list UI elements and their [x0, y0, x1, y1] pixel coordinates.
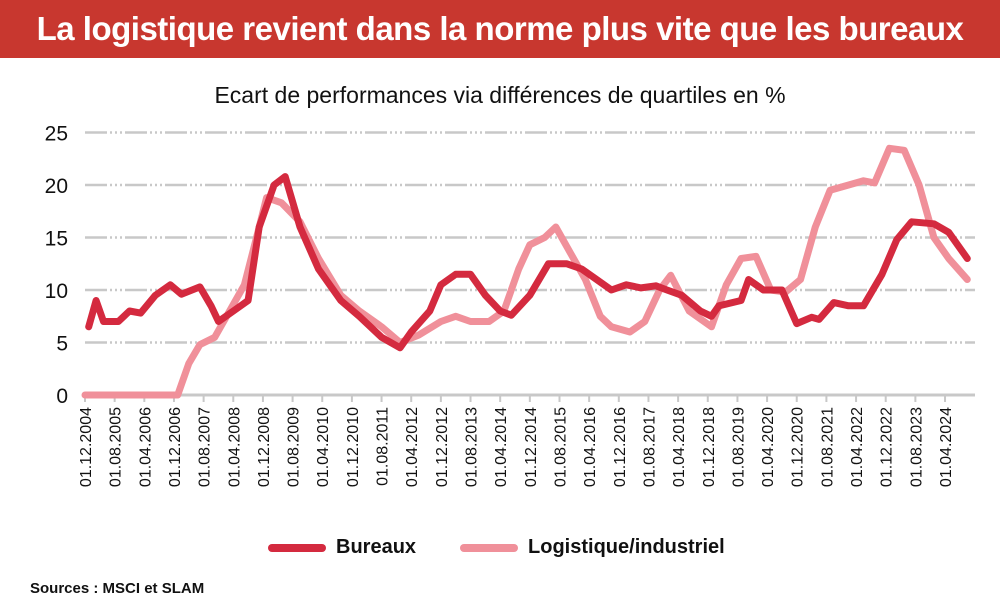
x-tick-label: 01.08.2005	[108, 407, 125, 487]
x-tick-label: 01.04.2010	[315, 407, 332, 487]
x-tick-label: 01.04.2014	[493, 407, 510, 487]
legend: Bureaux Logistique/industriel	[268, 536, 725, 559]
legend-label-logistique: Logistique/industriel	[528, 536, 725, 558]
x-tick-label: 01.12.2020	[790, 407, 807, 487]
chart-title-banner: La logistique revient dans la norme plus…	[0, 0, 1000, 58]
x-tick-label: 01.08.2007	[197, 407, 214, 487]
x-tick-label: 01.08.2021	[819, 407, 836, 487]
x-tick-label: 01.08.2013	[464, 407, 481, 487]
chart-subtitle: Ecart de performances via différences de…	[214, 82, 786, 108]
x-tick-label: 01.04.2008	[226, 407, 243, 487]
y-tick-label: 20	[45, 175, 68, 198]
y-tick-label: 10	[45, 280, 68, 303]
y-tick-label: 0	[56, 385, 68, 408]
x-tick-label: 01.08.2019	[730, 407, 747, 487]
x-tick-label: 01.04.2018	[671, 407, 688, 487]
y-tick-label: 5	[56, 333, 68, 356]
x-tick-label: 01.12.2012	[434, 407, 451, 487]
x-tick-label: 01.12.2004	[78, 407, 95, 487]
series-line-logistique	[81, 144, 971, 399]
sources-note: Sources : MSCI et SLAM	[30, 580, 205, 597]
x-tick-label: 01.12.2016	[612, 407, 629, 487]
x-tick-label: 01.08.2023	[908, 407, 925, 487]
x-tick-label: 01.08.2011	[375, 407, 392, 486]
y-tick-label: 25	[45, 123, 68, 146]
legend-swatch-bureaux	[268, 543, 326, 552]
x-tick-label: 01.08.2017	[641, 407, 658, 487]
x-tick-label: 01.12.2018	[701, 407, 718, 487]
x-tick-label: 01.12.2014	[523, 407, 540, 487]
x-tick-label: 01.04.2012	[404, 407, 421, 487]
x-tick-label: 01.08.2015	[552, 407, 569, 487]
x-tick-label: 01.12.2006	[167, 407, 184, 487]
x-tick-label: 01.04.2024	[938, 407, 955, 487]
x-tick-label: 01.04.2022	[849, 407, 866, 487]
x-tick-label: 01.04.2006	[137, 407, 154, 487]
y-tick-label: 15	[45, 228, 68, 251]
x-tick-label: 01.04.2016	[582, 407, 599, 487]
x-tick-label: 01.12.2010	[345, 407, 362, 487]
x-tick-label: 01.04.2020	[760, 407, 777, 487]
x-tick-label: 01.12.2008	[256, 407, 273, 487]
series-line-bureaux	[85, 173, 971, 352]
x-tick-label: 01.08.2009	[286, 407, 303, 487]
x-tick-label: 01.12.2022	[879, 407, 896, 487]
legend-label-bureaux: Bureaux	[336, 536, 417, 558]
legend-swatch-logistique	[460, 543, 519, 552]
